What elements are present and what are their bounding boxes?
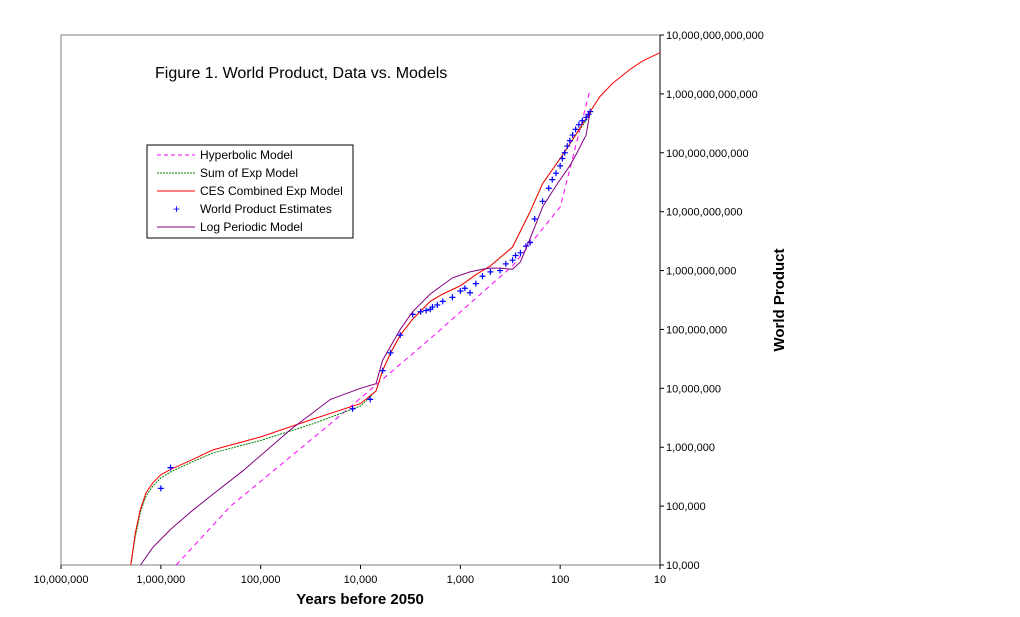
data-point [509,257,516,264]
data-point [561,149,568,156]
y-tick-label: 100,000 [666,501,706,513]
data-point [572,126,579,133]
data-point [557,162,564,169]
y-tick-label: 100,000,000 [666,324,727,336]
y-tick-label: 1,000,000 [666,442,715,454]
data-point [472,280,479,287]
data-point [579,117,586,124]
x-axis-title: Years before 2050 [296,591,424,608]
legend: Hyperbolic Model Sum of Exp Model CES Co… [146,144,354,239]
y-tick-label: 10,000,000 [666,383,721,395]
data-point [439,298,446,305]
x-tick-label: 1,000,000 [136,574,185,586]
y-axis: 10,000 100,000 1,000,000 10,000,000 100,000,… [660,30,764,572]
data-point [559,155,566,162]
y-axis-title: World Product [771,248,788,351]
data-point [583,114,590,121]
data-point [553,170,560,177]
data-point [575,121,582,128]
x-tick-label: 10,000 [344,574,378,586]
data-point [379,367,386,374]
data-point [531,216,538,223]
data-point [349,405,356,412]
data-point [517,249,524,256]
data-point [434,302,441,309]
data-point [429,304,436,311]
data-point [367,396,374,403]
legend-label-estimates: World Product Estimates [200,202,332,216]
y-tick-label: 100,000,000,000 [666,148,749,160]
y-tick-label: 1,000,000,000 [666,266,736,278]
data-point [479,273,486,280]
legend-label-sum-of-exp: Sum of Exp Model [200,166,298,180]
legend-label-ces: CES Combined Exp Model [200,184,343,198]
data-point [502,260,509,267]
data-point [467,289,474,296]
y-tick-label: 10,000,000,000 [666,207,742,219]
data-point [487,268,494,275]
data-point [566,137,573,144]
x-tick-label: 100 [551,574,569,586]
data-point [449,294,456,301]
data-point [512,252,519,259]
plot-area [60,34,661,566]
series-line-ces-combined-exp-model [130,52,661,566]
x-tick-label: 10,000,000 [33,574,88,586]
data-point [461,285,468,292]
x-tick-label: 10 [654,574,666,586]
data-point [423,307,430,314]
series-line-hyperbolic-model [175,89,591,566]
series-line-log-periodic-model [140,111,591,566]
legend-label-hyperbolic: Hyperbolic Model [200,148,293,162]
data-point [564,143,571,150]
series-layer [130,52,661,566]
y-tick-label: 10,000 [666,560,700,572]
data-point [387,349,394,356]
x-tick-label: 100,000 [241,574,281,586]
data-point [167,464,174,471]
chart-title: Figure 1. World Product, Data vs. Models [155,65,447,82]
data-point [569,132,576,139]
data-point [397,332,404,339]
legend-marker-estimates: + [173,202,180,216]
data-point [417,308,424,315]
legend-label-log-periodic: Log Periodic Model [200,220,303,234]
data-point [549,176,556,183]
data-point [539,198,546,205]
data-point [157,485,164,492]
data-point [457,287,464,294]
x-axis: 10,000,000 1,000,000 100,000 10,000 1,000 100… [33,565,666,586]
y-tick-label: 10,000,000,000,000 [666,30,764,42]
y-tick-label: 1,000,000,000,000 [666,89,758,101]
data-point [545,185,552,192]
x-tick-label: 1,000 [447,574,475,586]
